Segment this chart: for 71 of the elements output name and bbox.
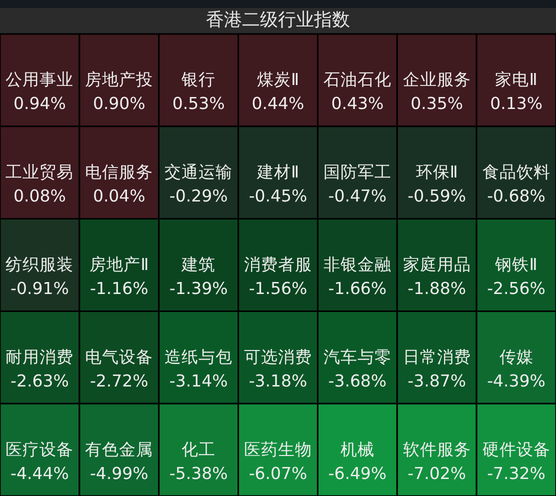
data-label: -2.63% bbox=[10, 371, 69, 390]
category-label: 煤炭Ⅱ bbox=[256, 70, 300, 90]
data-label: 0.94% bbox=[14, 94, 66, 114]
category-label: 传媒 bbox=[499, 347, 534, 366]
data-label: -1.88% bbox=[408, 279, 466, 298]
data-label: -3.68% bbox=[328, 371, 387, 390]
data-label: -3.18% bbox=[248, 371, 308, 390]
category-label: 钢铁Ⅱ bbox=[494, 255, 538, 274]
category-label: 建筑 bbox=[180, 255, 216, 274]
category-label: 石油石化 bbox=[323, 70, 392, 90]
data-label: -0.59% bbox=[408, 186, 466, 206]
category-label: 造纸与包 bbox=[164, 347, 233, 366]
data-label: -7.32% bbox=[487, 464, 546, 483]
category-label: 化工 bbox=[182, 440, 216, 459]
category-label: 机械 bbox=[340, 440, 374, 459]
data-label: -0.68% bbox=[487, 186, 546, 206]
text: 香港二级行业指数 bbox=[206, 9, 350, 30]
category-label: 有色金属 bbox=[85, 440, 154, 459]
category-label: 企业服务 bbox=[402, 70, 471, 90]
data-label: -1.39% bbox=[169, 279, 228, 298]
data-label: -6.49% bbox=[328, 464, 387, 483]
data-label: -0.91% bbox=[10, 279, 69, 298]
category-label: 房地产投 bbox=[85, 70, 154, 90]
data-label: 0.13% bbox=[490, 94, 542, 114]
category-label: 国防军工 bbox=[323, 162, 392, 182]
category-label: 可选消费 bbox=[244, 347, 312, 366]
category-label: 软件服务 bbox=[402, 440, 471, 459]
category-label: 家电Ⅱ bbox=[495, 70, 538, 90]
data-label: -0.45% bbox=[248, 186, 308, 206]
data-label: -4.44% bbox=[10, 464, 69, 483]
data-label: -0.29% bbox=[169, 186, 228, 206]
data-label: 0.08% bbox=[14, 186, 66, 206]
data-label: -1.16% bbox=[90, 279, 148, 298]
data-label: -5.38% bbox=[169, 464, 228, 483]
data-label: -1.66% bbox=[328, 279, 387, 298]
category-label: 电信服务 bbox=[85, 162, 154, 182]
category-label: 食品饮料 bbox=[482, 162, 550, 182]
data-label: 0.43% bbox=[331, 94, 384, 114]
data-label: -2.72% bbox=[90, 371, 148, 390]
data-label: 0.90% bbox=[92, 94, 146, 114]
category-label: 消费者服 bbox=[244, 255, 312, 274]
category-label: 医药生物 bbox=[244, 440, 312, 459]
data-label: -4.39% bbox=[487, 371, 546, 390]
category-label: 房地产Ⅱ bbox=[90, 255, 149, 274]
data-label: 0.04% bbox=[92, 186, 146, 206]
category-label: 医疗设备 bbox=[6, 440, 74, 459]
data-label: -3.87% bbox=[408, 371, 466, 390]
data-label: -6.07% bbox=[248, 464, 308, 483]
category-label: 环保Ⅱ bbox=[416, 162, 458, 182]
data-label: -0.47% bbox=[328, 186, 387, 206]
category-label: 公用事业 bbox=[6, 70, 74, 90]
category-label: 日常消费 bbox=[402, 347, 471, 366]
category-label: 汽车与零 bbox=[323, 347, 392, 366]
data-label: 0.35% bbox=[410, 94, 464, 114]
data-label: 0.53% bbox=[172, 94, 225, 114]
category-label: 交通运输 bbox=[164, 162, 233, 182]
data-label: -4.99% bbox=[90, 464, 148, 483]
category-label: 工业贸易 bbox=[6, 162, 74, 182]
data-label: -2.56% bbox=[487, 279, 546, 298]
category-label: 电气设备 bbox=[85, 347, 154, 366]
category-label: 纺织服装 bbox=[6, 255, 74, 274]
category-label: 耐用消费 bbox=[6, 347, 74, 366]
category-label: 建材Ⅱ bbox=[256, 162, 300, 182]
data-label: 0.44% bbox=[252, 94, 304, 114]
category-label: 非银金融 bbox=[323, 255, 392, 274]
data-label: -3.14% bbox=[169, 371, 228, 390]
category-label: 银行 bbox=[180, 70, 216, 90]
category-label: 家庭用品 bbox=[402, 255, 471, 274]
data-label: -7.02% bbox=[408, 464, 466, 483]
category-label: 硬件设备 bbox=[482, 440, 550, 459]
data-label: -1.56% bbox=[248, 279, 308, 298]
